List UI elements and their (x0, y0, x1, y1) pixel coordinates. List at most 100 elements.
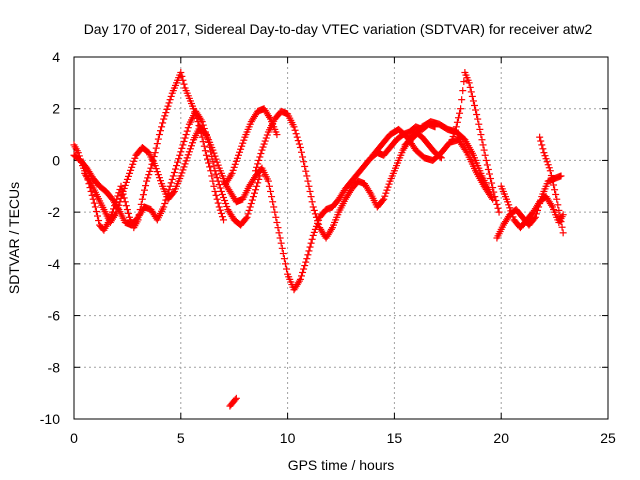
data-point-plus-marker (483, 161, 491, 169)
data-point-plus-marker (310, 206, 318, 214)
data-point-plus-marker (295, 277, 303, 285)
data-point-plus-marker (263, 131, 271, 139)
data-point-plus-marker (303, 172, 311, 180)
data-point-plus-marker (311, 210, 319, 218)
data-point-plus-marker (306, 243, 314, 251)
data-point-plus-marker (121, 181, 129, 189)
data-point-plus-marker (118, 191, 126, 199)
data-point-plus-marker (140, 186, 148, 194)
data-point-plus-marker (220, 193, 228, 201)
data-point-plus-marker (169, 172, 177, 180)
data-point-plus-marker (160, 115, 168, 123)
data-point-plus-marker (491, 193, 499, 201)
data-point-plus-marker (144, 174, 152, 182)
data-point-plus-marker (214, 161, 222, 169)
data-point-plus-marker (255, 156, 263, 164)
data-point-plus-marker (300, 265, 308, 273)
data-point-plus-marker (448, 136, 456, 144)
data-point-plus-marker (167, 92, 175, 100)
data-point-plus-marker (129, 160, 137, 168)
data-point-plus-marker (274, 224, 282, 232)
data-point-plus-marker (179, 76, 187, 84)
data-point-plus-marker (115, 201, 123, 209)
data-point-plus-marker (173, 162, 181, 170)
data-point-plus-marker (488, 194, 496, 202)
data-point-plus-marker (540, 149, 548, 157)
x-tick-label: 25 (600, 430, 616, 446)
data-point-plus-marker (506, 204, 514, 212)
data-point-plus-marker (178, 169, 186, 177)
data-point-plus-marker (283, 265, 291, 273)
x-tick-label: 20 (493, 430, 509, 446)
data-point-plus-marker (201, 129, 209, 137)
data-point-plus-marker (557, 172, 565, 180)
data-point-plus-marker (451, 126, 459, 134)
data-point-plus-marker (297, 148, 305, 156)
data-point-plus-marker (175, 155, 183, 163)
data-point-plus-marker (260, 140, 268, 148)
data-point-plus-marker (227, 171, 235, 179)
data-point-plus-marker (217, 209, 225, 217)
data-point-plus-marker (181, 134, 189, 142)
data-point-plus-marker (384, 183, 392, 191)
data-point-plus-marker (299, 153, 307, 161)
data-point-plus-marker (186, 145, 194, 153)
data-point-plus-marker (492, 197, 500, 205)
data-point-plus-marker (206, 163, 214, 171)
data-point-plus-marker (179, 166, 187, 174)
data-point-plus-marker (467, 88, 475, 96)
data-point-plus-marker (475, 120, 483, 128)
data-point-plus-marker (380, 195, 388, 203)
data-point-plus-marker (208, 172, 216, 180)
data-point-plus-marker (201, 147, 209, 155)
data-point-plus-marker (479, 141, 487, 149)
data-point-plus-marker (216, 184, 224, 192)
data-point-plus-marker (279, 250, 287, 258)
data-point-plus-marker (212, 170, 220, 178)
data-point-plus-marker (114, 205, 122, 213)
data-point-plus-marker (120, 184, 128, 192)
data-point-plus-marker (558, 223, 566, 231)
data-point-plus-marker (265, 182, 273, 190)
data-point-plus-marker (297, 272, 305, 280)
data-point-plus-marker (183, 127, 191, 135)
data-point-plus-marker (273, 131, 281, 139)
data-point-plus-marker (229, 166, 237, 174)
data-point-plus-marker (181, 160, 189, 168)
data-point-plus-marker (308, 235, 316, 243)
data-point-plus-marker (484, 165, 492, 173)
data-point-plus-marker (176, 151, 184, 159)
data-point-plus-marker (184, 151, 192, 159)
data-point-plus-marker (490, 188, 498, 196)
data-point-plus-marker (489, 184, 497, 192)
data-point-plus-marker (179, 141, 187, 149)
data-point-plus-marker (211, 187, 219, 195)
y-tick-label: -8 (48, 359, 61, 375)
data-point-plus-marker (295, 140, 303, 148)
data-point-plus-marker (548, 176, 556, 184)
data-point-plus-marker (309, 203, 317, 211)
data-point-plus-marker (177, 69, 185, 77)
data-point-plus-marker (213, 158, 221, 166)
data-point-plus-marker (453, 118, 461, 126)
data-point-plus-marker (310, 228, 318, 236)
data-point-plus-marker (212, 191, 220, 199)
data-point-plus-marker (459, 87, 467, 95)
data-point-plus-marker (220, 216, 228, 224)
data-point-plus-marker (541, 152, 549, 160)
data-point-plus-marker (302, 258, 310, 266)
data-point-plus-marker (161, 200, 169, 208)
data-point-plus-marker (458, 96, 466, 104)
data-point-plus-marker (231, 160, 239, 168)
data-point-plus-marker (292, 130, 300, 138)
data-point-plus-marker (456, 109, 464, 117)
data-point-plus-marker (495, 208, 503, 216)
plot-frame (73, 56, 609, 420)
data-point-plus-marker (547, 172, 555, 180)
data-point-plus-marker (90, 199, 98, 207)
x-axis-label: GPS time / hours (288, 457, 395, 473)
data-point-plus-marker (246, 203, 254, 211)
data-point-plus-marker (153, 168, 161, 176)
data-point-plus-marker (546, 167, 554, 175)
chart-title: Day 170 of 2017, Sidereal Day-to-day VTE… (84, 21, 593, 37)
